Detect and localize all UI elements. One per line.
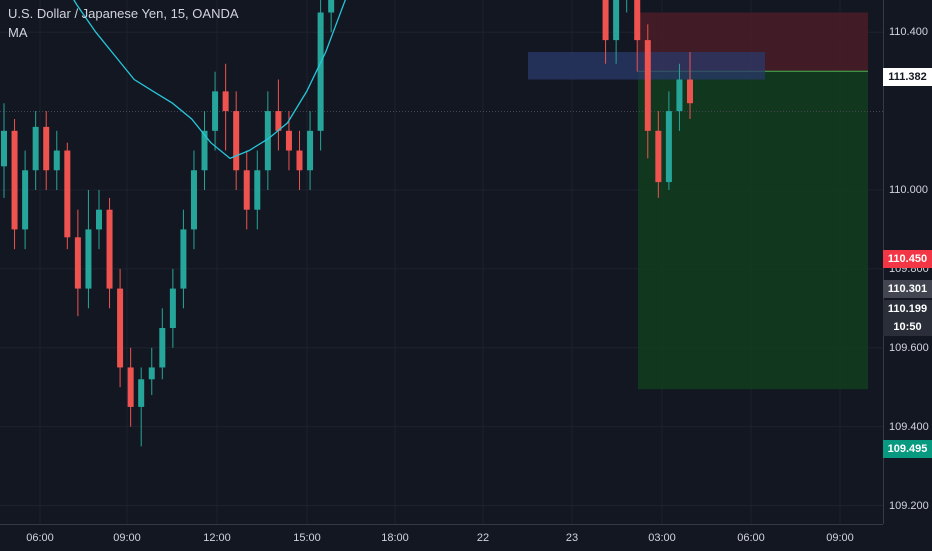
candle-body bbox=[644, 40, 651, 131]
candle-body bbox=[655, 130, 662, 183]
candle-body bbox=[233, 111, 240, 171]
candle-body bbox=[180, 229, 187, 289]
candle-body bbox=[1, 130, 7, 167]
ma-indicator-label[interactable]: MA bbox=[8, 25, 28, 40]
candle-body bbox=[687, 79, 693, 104]
stop-loss-price-tag: 110.450 bbox=[883, 250, 932, 268]
candle-body bbox=[169, 288, 176, 329]
candle-body bbox=[328, 0, 335, 13]
time-tick-label: 09:00 bbox=[113, 532, 141, 544]
horizontal-line-price-tag: 111.382 bbox=[883, 68, 932, 86]
candle-body bbox=[95, 209, 102, 230]
candle-body bbox=[85, 229, 92, 289]
candle-body bbox=[201, 130, 208, 171]
candle-body bbox=[53, 150, 60, 171]
price-tick-label: 109.600 bbox=[889, 341, 929, 354]
bar-countdown-tag: 10:50 bbox=[883, 318, 932, 336]
candle-body bbox=[285, 130, 292, 151]
candle-body bbox=[602, 0, 609, 41]
time-tick-label: 15:00 bbox=[293, 532, 321, 544]
take-profit-zone bbox=[638, 71, 868, 390]
candle-body bbox=[296, 150, 303, 171]
time-tick-label: 06:00 bbox=[737, 532, 765, 544]
candle-body bbox=[222, 91, 229, 112]
candle-body bbox=[159, 328, 166, 368]
candle-body bbox=[32, 126, 39, 171]
price-chart[interactable] bbox=[0, 0, 883, 524]
candle-body bbox=[127, 367, 134, 407]
time-tick-label: 12:00 bbox=[203, 532, 231, 544]
candle-body bbox=[665, 111, 672, 183]
candle-body bbox=[64, 150, 71, 238]
time-tick-label: 22 bbox=[476, 532, 490, 544]
candle-body bbox=[11, 130, 18, 230]
time-tick-label: 03:00 bbox=[648, 532, 676, 544]
candle-body bbox=[264, 111, 271, 171]
candle-body bbox=[74, 237, 81, 289]
entry-price-tag: 110.301 bbox=[883, 280, 932, 298]
candle-body bbox=[22, 170, 29, 230]
time-tick-label: 09:00 bbox=[826, 532, 854, 544]
time-tick-label: 23 bbox=[565, 532, 579, 544]
time-axis[interactable] bbox=[0, 524, 883, 551]
time-tick-label: 06:00 bbox=[26, 532, 54, 544]
current-price-tag: 110.199 bbox=[883, 300, 932, 318]
candle-body bbox=[138, 379, 145, 407]
candle-body bbox=[317, 12, 324, 131]
price-tick-label: 109.400 bbox=[889, 420, 929, 433]
candle-body bbox=[212, 91, 219, 131]
candle-body bbox=[254, 170, 261, 210]
chart-title: U.S. Dollar / Japanese Yen, 15, OANDA bbox=[8, 6, 239, 21]
take-profit-price-tag: 109.495 bbox=[883, 440, 932, 458]
candle-body bbox=[307, 130, 314, 171]
candle-body bbox=[106, 209, 113, 289]
price-tick-label: 110.000 bbox=[889, 183, 928, 196]
candle-body bbox=[117, 288, 124, 368]
candle-body bbox=[43, 126, 50, 171]
candle-body bbox=[243, 170, 250, 210]
price-tick-label: 110.400 bbox=[889, 26, 928, 39]
candle-body bbox=[634, 0, 641, 41]
candle-body bbox=[275, 111, 282, 131]
candle-body bbox=[190, 170, 197, 230]
candle-body bbox=[676, 79, 683, 112]
candle-body bbox=[613, 0, 620, 41]
candle-body bbox=[148, 367, 155, 380]
price-tick-label: 109.200 bbox=[889, 499, 929, 512]
time-tick-label: 18:00 bbox=[381, 532, 409, 544]
moving-average-line bbox=[73, 0, 346, 160]
